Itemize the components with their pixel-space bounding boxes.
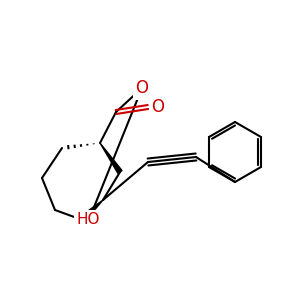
Text: O: O — [152, 98, 164, 116]
Polygon shape — [86, 200, 103, 216]
Text: HO: HO — [76, 212, 100, 227]
Text: O: O — [136, 79, 148, 97]
Polygon shape — [100, 143, 122, 173]
